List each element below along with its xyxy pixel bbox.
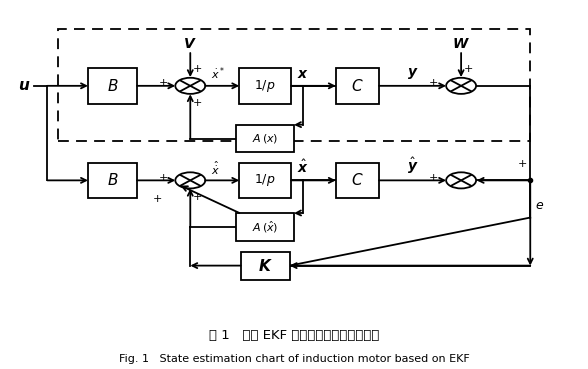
Text: $B$: $B$ (106, 172, 118, 188)
FancyBboxPatch shape (88, 68, 137, 104)
Text: $e$: $e$ (535, 199, 544, 212)
FancyBboxPatch shape (336, 68, 379, 104)
Text: +: + (158, 173, 168, 183)
Text: 图 1   基于 EKF 异步电机状态估计结构图: 图 1 基于 EKF 异步电机状态估计结构图 (209, 329, 379, 342)
Text: $C$: $C$ (351, 172, 364, 188)
Text: $\boldsymbol{y}$: $\boldsymbol{y}$ (407, 66, 418, 82)
Text: $C$: $C$ (351, 78, 364, 94)
Text: $\boldsymbol{V}$: $\boldsymbol{V}$ (183, 37, 197, 51)
FancyBboxPatch shape (239, 163, 291, 198)
FancyBboxPatch shape (236, 213, 294, 241)
Text: +: + (518, 159, 527, 169)
Text: $A\,(\hat{x})$: $A\,(\hat{x})$ (252, 219, 278, 235)
Circle shape (446, 78, 476, 94)
Text: $1/p$: $1/p$ (255, 78, 276, 94)
Text: +: + (158, 78, 168, 88)
FancyBboxPatch shape (236, 125, 294, 152)
FancyBboxPatch shape (336, 163, 379, 198)
Text: +: + (464, 64, 473, 74)
Text: $\hat{\dot{x}}$: $\hat{\dot{x}}$ (211, 159, 220, 177)
FancyBboxPatch shape (239, 68, 291, 104)
Circle shape (446, 172, 476, 189)
Text: +: + (429, 173, 439, 183)
Circle shape (175, 78, 205, 94)
Text: $\boldsymbol{K}$: $\boldsymbol{K}$ (258, 258, 273, 273)
FancyBboxPatch shape (88, 163, 137, 198)
Text: $1/p$: $1/p$ (255, 172, 276, 188)
FancyBboxPatch shape (240, 252, 290, 280)
Text: +: + (193, 64, 202, 74)
Text: +: + (193, 98, 202, 108)
Text: $\boldsymbol{x}$: $\boldsymbol{x}$ (297, 68, 309, 82)
Text: Fig. 1   State estimation chart of induction motor based on EKF: Fig. 1 State estimation chart of inducti… (119, 354, 469, 364)
Text: +: + (429, 78, 439, 88)
Text: $\boldsymbol{W}$: $\boldsymbol{W}$ (452, 37, 470, 51)
Text: $\hat{\boldsymbol{y}}$: $\hat{\boldsymbol{y}}$ (407, 156, 418, 176)
Text: $\boldsymbol{u}$: $\boldsymbol{u}$ (18, 78, 31, 93)
Text: +: + (153, 194, 163, 204)
Text: $\hat{\boldsymbol{x}}$: $\hat{\boldsymbol{x}}$ (297, 159, 309, 176)
Text: $B$: $B$ (106, 78, 118, 94)
Text: +: + (193, 192, 202, 202)
Text: $\dot{x}^*$: $\dot{x}^*$ (211, 66, 225, 82)
Circle shape (175, 172, 205, 189)
Text: $A\,(x)$: $A\,(x)$ (252, 132, 278, 145)
